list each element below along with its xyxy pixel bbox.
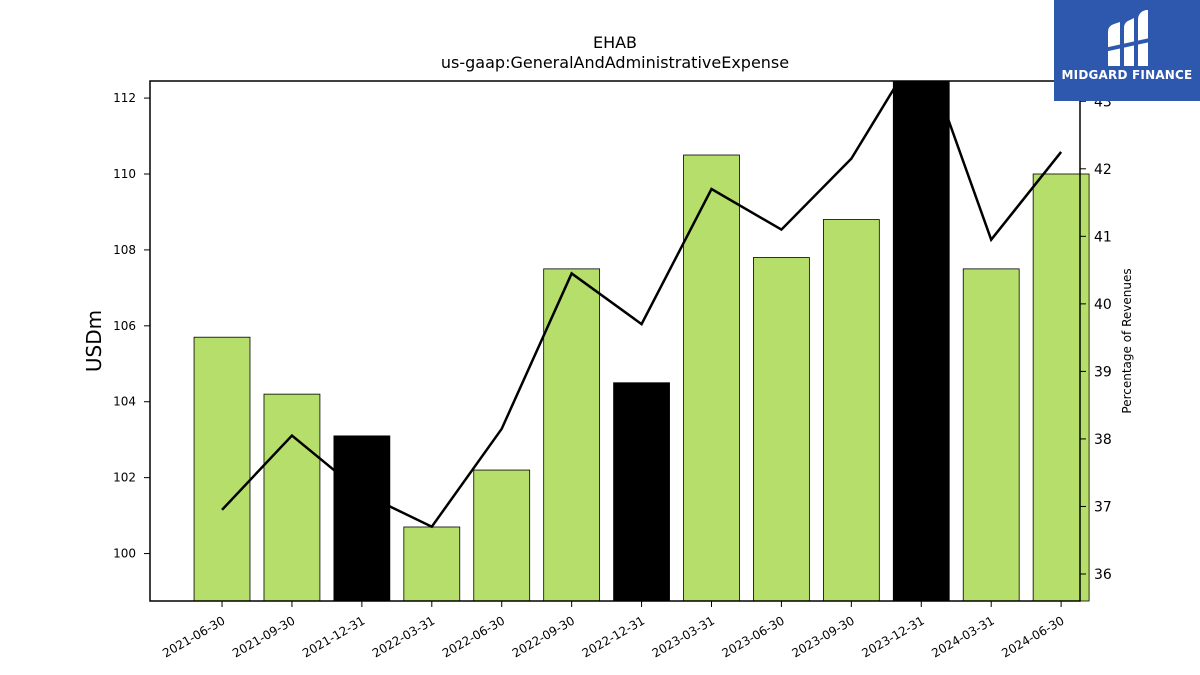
x-tick-label: 2024-06-30 — [999, 613, 1066, 660]
y-axis-left-label: USDm — [82, 310, 106, 372]
y-right-tick-label: 41 — [1094, 229, 1112, 245]
x-axis: 2021-06-30 2021-09-30 2021-12-31 2022-03-31… — [160, 601, 1067, 660]
y-left-tick-label: 106 — [113, 319, 136, 333]
chart-title: EHAB — [593, 33, 637, 52]
x-tick-label: 2023-09-30 — [789, 613, 856, 660]
y-left-tick-label: 112 — [113, 91, 136, 105]
bar-2022-03-31 — [403, 526, 461, 602]
y-left-tick-label: 100 — [113, 547, 136, 561]
bar-2021-09-30 — [263, 393, 321, 602]
x-tick-label: 2022-06-30 — [440, 613, 507, 660]
x-tick-label: 2021-12-31 — [300, 613, 367, 660]
y-axis-right-label: Percentage of Revenues — [1120, 268, 1134, 413]
midgard-logo-icon — [1104, 10, 1150, 66]
x-tick-label: 2021-09-30 — [230, 613, 297, 660]
y-right-tick-label: 37 — [1094, 499, 1112, 515]
x-tick-label: 2021-06-30 — [160, 613, 227, 660]
y-left-tick-label: 110 — [113, 167, 136, 181]
y-axis-left: 100 102 104 106 108 110 112 — [113, 91, 150, 561]
x-tick-label: 2022-09-30 — [510, 613, 577, 660]
y-left-tick-label: 102 — [113, 471, 136, 485]
bar-2024-03-31 — [962, 268, 1020, 602]
bar-2023-09-30 — [822, 219, 880, 602]
bar-2021-12-31 — [333, 435, 391, 602]
y-right-tick-label: 39 — [1094, 364, 1112, 380]
x-tick-label: 2022-03-31 — [370, 613, 437, 660]
plot-frame — [149, 80, 1081, 602]
x-tick-label: 2023-03-31 — [650, 613, 717, 660]
y-right-tick-label: 40 — [1094, 297, 1112, 313]
y-right-tick-label: 42 — [1094, 162, 1112, 178]
brand-logo: MIDGARD FINANCE — [1054, 0, 1200, 101]
y-left-tick-label: 108 — [113, 243, 136, 257]
bars-group — [193, 80, 1090, 602]
bar-2023-06-30 — [753, 257, 810, 602]
bar-2023-12-31 — [892, 80, 950, 602]
x-tick-label: 2024-03-31 — [929, 613, 996, 660]
bar-2021-06-30 — [193, 336, 251, 602]
bar-2022-06-30 — [473, 469, 531, 602]
x-tick-label: 2022-12-31 — [580, 613, 647, 660]
brand-logo-text: MIDGARD FINANCE — [1061, 68, 1193, 82]
bar-2022-12-31 — [613, 382, 670, 602]
chart-subtitle: us-gaap:GeneralAndAdministrativeExpense — [441, 53, 789, 72]
x-tick-label: 2023-12-31 — [859, 613, 926, 660]
line-group — [221, 81, 1063, 529]
bar-2023-03-31 — [683, 154, 740, 602]
x-tick-label: 2023-06-30 — [720, 613, 787, 660]
line-series-percentage — [221, 81, 1063, 529]
y-left-tick-label: 104 — [113, 395, 136, 409]
y-right-tick-label: 38 — [1094, 432, 1112, 448]
y-right-tick-label: 36 — [1094, 567, 1112, 583]
bar-2022-09-30 — [543, 268, 601, 602]
